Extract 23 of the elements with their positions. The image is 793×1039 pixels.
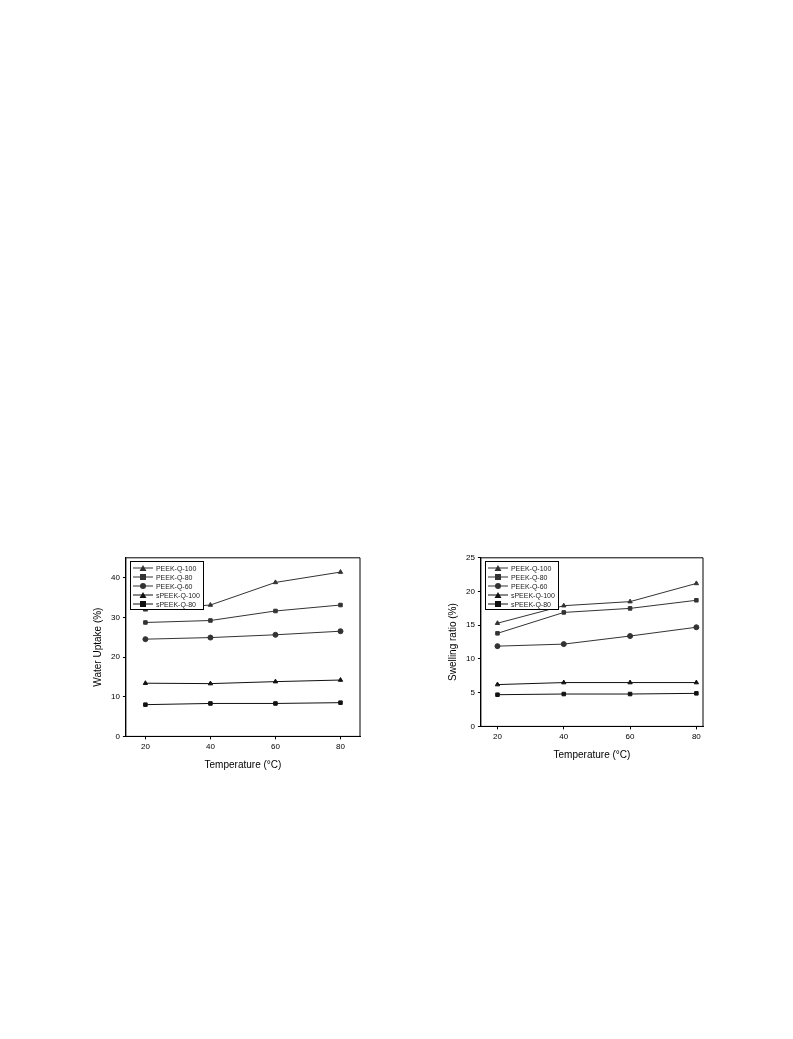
x-axis-title: Temperature (°C)	[204, 758, 282, 770]
y-tick-label: 10	[465, 654, 476, 664]
x-tick-label: 20	[140, 742, 151, 752]
y-tick-label: 10	[110, 691, 121, 701]
x-tick-label: 20	[493, 732, 503, 742]
x-tick-label: 40	[559, 732, 569, 742]
x-tick-label: 60	[625, 732, 636, 742]
y-tick-label: 25	[465, 553, 476, 562]
y-tick-label: 20	[110, 652, 121, 662]
y-tick-label: 15	[465, 620, 476, 630]
y-tick-label: 30	[110, 612, 121, 622]
x-axis-title: Temperature (°C)	[553, 748, 631, 760]
x-tick-label: 40	[205, 742, 216, 752]
y-tick-label: 20	[465, 586, 476, 596]
x-tick-label: 80	[336, 742, 346, 752]
x-tick-label: 60	[271, 742, 281, 752]
x-tick-label: 80	[691, 732, 702, 742]
y-tick-label: 0	[470, 721, 476, 731]
y-axis-title: Water Uptake (%)	[91, 607, 103, 687]
y-tick-label: 40	[110, 572, 121, 582]
y-axis-title: Swelling ratio (%)	[446, 603, 458, 682]
y-tick-label: 0	[115, 731, 121, 741]
y-tick-label: 5	[470, 687, 476, 697]
